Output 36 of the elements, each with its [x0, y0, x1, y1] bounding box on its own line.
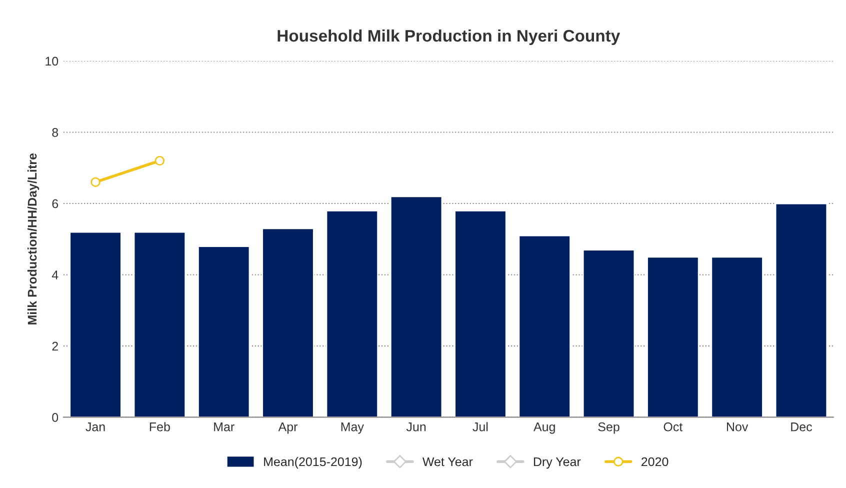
- legend-label: 2020: [642, 457, 668, 466]
- y-tick-label: 2: [52, 342, 58, 351]
- x-tick-label: Jul: [472, 422, 488, 432]
- y-tick-label: 8: [52, 128, 58, 137]
- x-tick-label: Sep: [598, 422, 620, 434]
- bar: [774, 202, 828, 418]
- chart-title: Household Milk Production in Nyeri County: [278, 29, 620, 46]
- x-tick-label: Feb: [150, 422, 170, 432]
- y-tick-label: 4: [52, 270, 58, 280]
- x-tick-label: Oct: [664, 422, 683, 432]
- bar: [197, 246, 250, 418]
- x-tick-label: Apr: [278, 422, 298, 434]
- x-tick-label: Jan: [86, 422, 105, 432]
- bar: [326, 210, 379, 418]
- legend-label: Mean(2015-2019): [264, 456, 362, 469]
- y-axis-title: Milk Production/HH/Day/Litre: [27, 153, 40, 324]
- bar: [454, 210, 507, 418]
- y-tick-label: 6: [52, 199, 58, 208]
- bar: [582, 249, 636, 418]
- bar: [710, 256, 764, 418]
- y-tick-label: 0: [52, 413, 58, 422]
- x-tick-label: Nov: [726, 422, 748, 432]
- legend-label: Wet Year: [422, 457, 473, 466]
- x-tick-label: Dec: [791, 422, 812, 432]
- bar: [69, 231, 122, 418]
- legend-label: Dry Year: [534, 457, 581, 469]
- x-tick-label: Jun: [406, 422, 426, 432]
- bar: [133, 231, 186, 418]
- x-tick-label: Aug: [534, 422, 555, 434]
- bar: [646, 256, 700, 418]
- y-tick-label: 10: [46, 56, 58, 66]
- x-tick-label: Mar: [214, 422, 234, 432]
- bar: [390, 196, 443, 418]
- bar: [518, 234, 571, 418]
- bar: [262, 228, 314, 418]
- x-tick-label: May: [341, 422, 364, 434]
